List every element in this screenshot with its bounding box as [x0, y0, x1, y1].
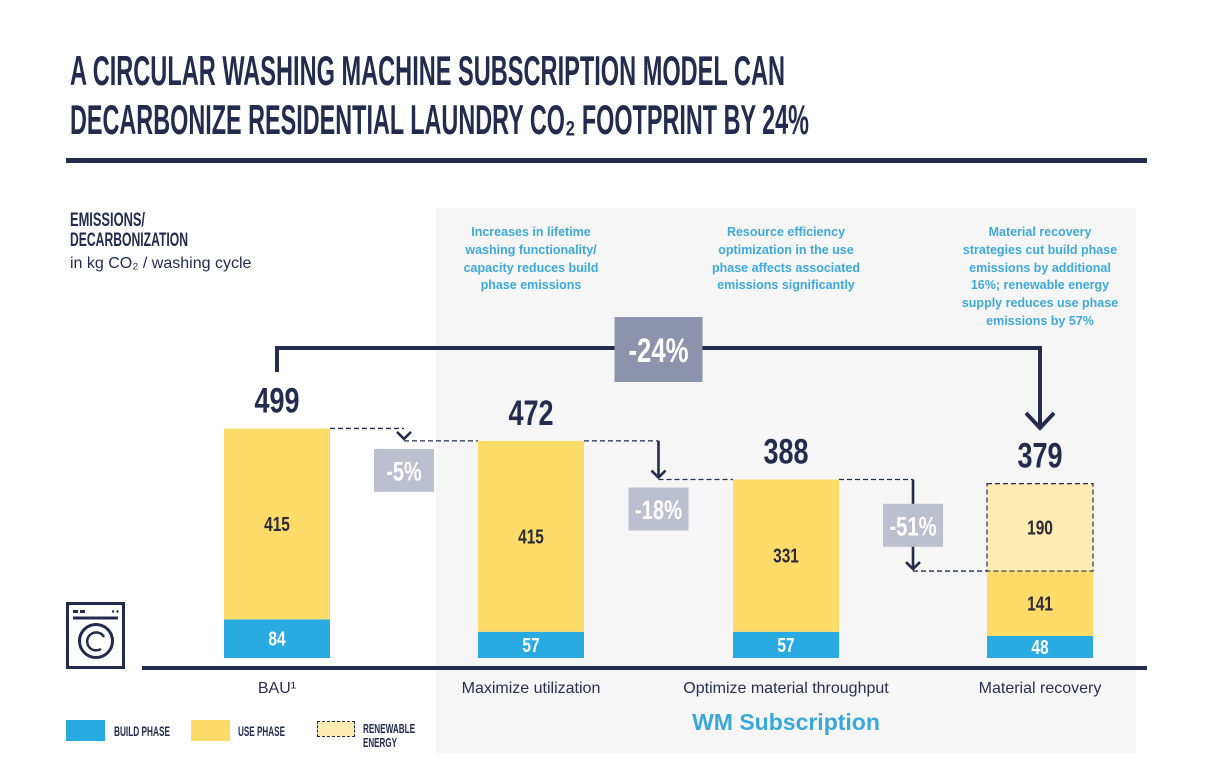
category-label-optimize-throughput: Optimize material throughput — [683, 680, 889, 697]
axis-title-line-2: DECARBONIZATION — [70, 230, 188, 251]
bar-total-label: 472 — [509, 394, 554, 433]
page-title-line-1: A CIRCULAR WASHING MACHINE SUBSCRIPTION … — [70, 47, 785, 94]
group-label-wm-subscription: WM Subscription — [692, 709, 880, 735]
legend-label-build-phase: BUILD PHASE — [114, 723, 170, 739]
axis-unit-label: in kg CO₂ / washing cycle — [70, 255, 252, 272]
x-axis-baseline — [142, 666, 1147, 670]
bar-total-label: 388 — [764, 433, 809, 472]
bar-value-label-build: 57 — [777, 635, 794, 657]
legend-swatch-renewable-energy — [317, 721, 355, 737]
bar-value-label-use: 331 — [773, 546, 799, 568]
category-label-maximize-utilization: Maximize utilization — [461, 680, 601, 697]
category-label-bau: BAU¹ — [257, 680, 297, 697]
bar-segment-use — [987, 571, 1093, 636]
legend-label-renewable-line-2: ENERGY — [363, 735, 397, 750]
bar-segment-build — [733, 631, 839, 658]
washing-machine-icon — [66, 602, 125, 669]
bar-value-label-use: 415 — [518, 526, 544, 548]
overall-change-label: -24% — [629, 332, 689, 370]
step-arrow-head-icon — [905, 561, 921, 571]
bar-value-label-renewable: 190 — [1027, 517, 1053, 539]
step-change-box — [628, 487, 689, 531]
step-change-label: -5% — [386, 456, 421, 486]
step-change-box — [374, 448, 434, 492]
bar-segment-build — [478, 631, 584, 658]
page-title-line-2: DECARBONIZE RESIDENTIAL LAUNDRY CO₂ FOOT… — [70, 96, 810, 143]
legend-swatch-use-phase — [191, 720, 230, 741]
bar-value-label-build: 48 — [1031, 637, 1048, 659]
annotation-optimize-throughput: Resource efficiency optimization in the … — [712, 225, 860, 293]
title-divider — [66, 158, 1147, 163]
overall-arrow-head-icon — [1024, 411, 1056, 431]
step-change-box — [883, 503, 943, 547]
category-label-material-recovery: Material recovery — [978, 680, 1102, 697]
legend-swatch-build-phase — [66, 720, 105, 741]
step-change-label: -18% — [635, 495, 682, 525]
bar-value-label-build: 84 — [268, 629, 286, 651]
bar-segment-build — [987, 635, 1093, 658]
axis-title-line-1: EMISSIONS/ — [70, 210, 145, 231]
step-arrow-head-icon — [396, 430, 412, 441]
step-change-label: -51% — [889, 511, 936, 541]
legend-label-use-phase: USE PHASE — [238, 723, 285, 739]
bar-value-label-build: 57 — [522, 635, 539, 657]
bar-segment-build — [224, 619, 330, 658]
bar-segment-use — [478, 440, 584, 632]
bar-segment-use — [224, 428, 330, 620]
bar-segment-use — [733, 479, 839, 632]
bar-total-label: 499 — [255, 381, 300, 420]
annotation-material-recovery: Material recovery strategies cut build p… — [961, 225, 1119, 328]
annotation-maximize-utilization: Increases in lifetime washing functional… — [463, 225, 599, 293]
overall-change-box — [614, 317, 703, 382]
step-arrow-head-icon — [650, 469, 667, 480]
bar-value-label-use: 415 — [264, 514, 290, 536]
connector-spacer — [659, 441, 734, 480]
bar-value-label-use: 141 — [1027, 593, 1053, 615]
legend-label-renewable-line-1: RENEWABLE — [363, 721, 415, 736]
connector-spacer — [404, 428, 478, 440]
bar-segment-renewable — [986, 483, 1094, 572]
bar-total-label: 379 — [1018, 437, 1063, 476]
